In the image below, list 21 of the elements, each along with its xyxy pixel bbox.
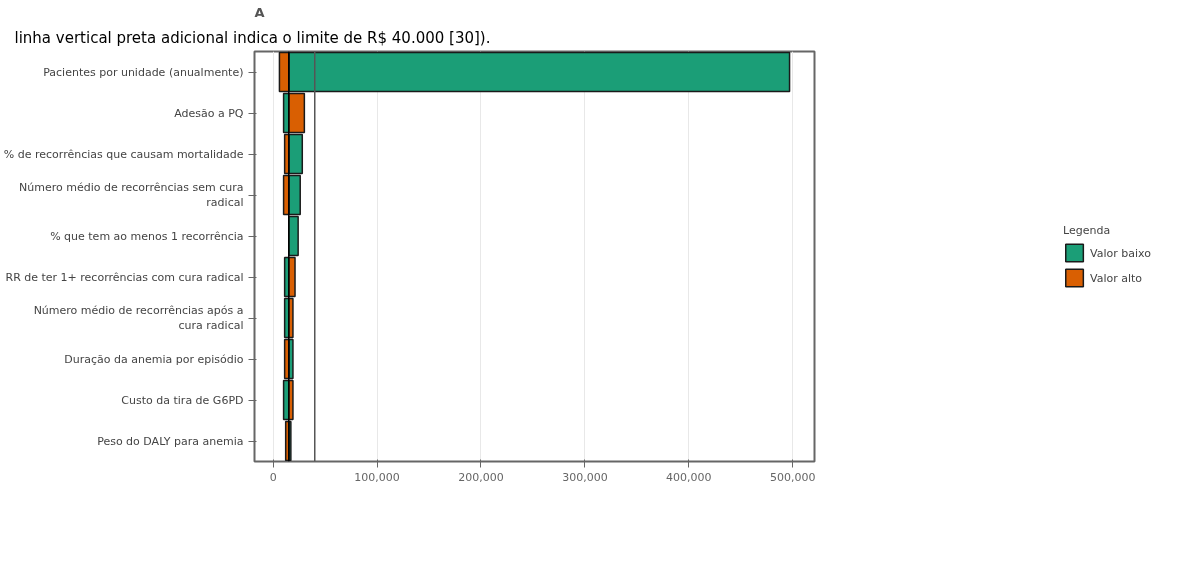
y-tick-label: % de recorrências que causam mortalidade [3,147,244,161]
y-tick-label: % que tem ao menos 1 recorrência [50,229,244,243]
x-tick-label: 100,000 [354,470,400,484]
y-tick-label: Adesão a PQ [174,106,244,120]
chart-title: A [254,4,265,20]
y-tick-label: RR de ter 1+ recorrências com cura radical [5,270,244,284]
legend-label: Valor alto [1090,271,1143,284]
y-tick-label: Custo da tira de G6PD [121,393,244,407]
x-tick-label: 300,000 [562,470,608,484]
y-tick-label: Duração da anemia por episódio [64,352,244,366]
x-tick-label: 400,000 [666,470,712,484]
legend-title: Legenda [1063,223,1112,237]
y-tick-label: Peso do DALY para anemia [97,434,244,448]
legend-label: Valor baixo [1090,246,1151,259]
y-tick-label: Pacientes por unidade (anualmente) [43,65,244,79]
y-tick-label: Número médio de recorrências sem cura radical [19,180,244,210]
x-tick-label: 500,000 [769,470,816,484]
x-tick-label: 0 [269,470,277,484]
y-tick-label: Número médio de recorrências após a cura radical [33,303,244,333]
text: linha vertical preta adicional indica o limite de R$ 40.000 [30]). [14,28,491,47]
x-tick-label: 200,000 [458,470,504,484]
